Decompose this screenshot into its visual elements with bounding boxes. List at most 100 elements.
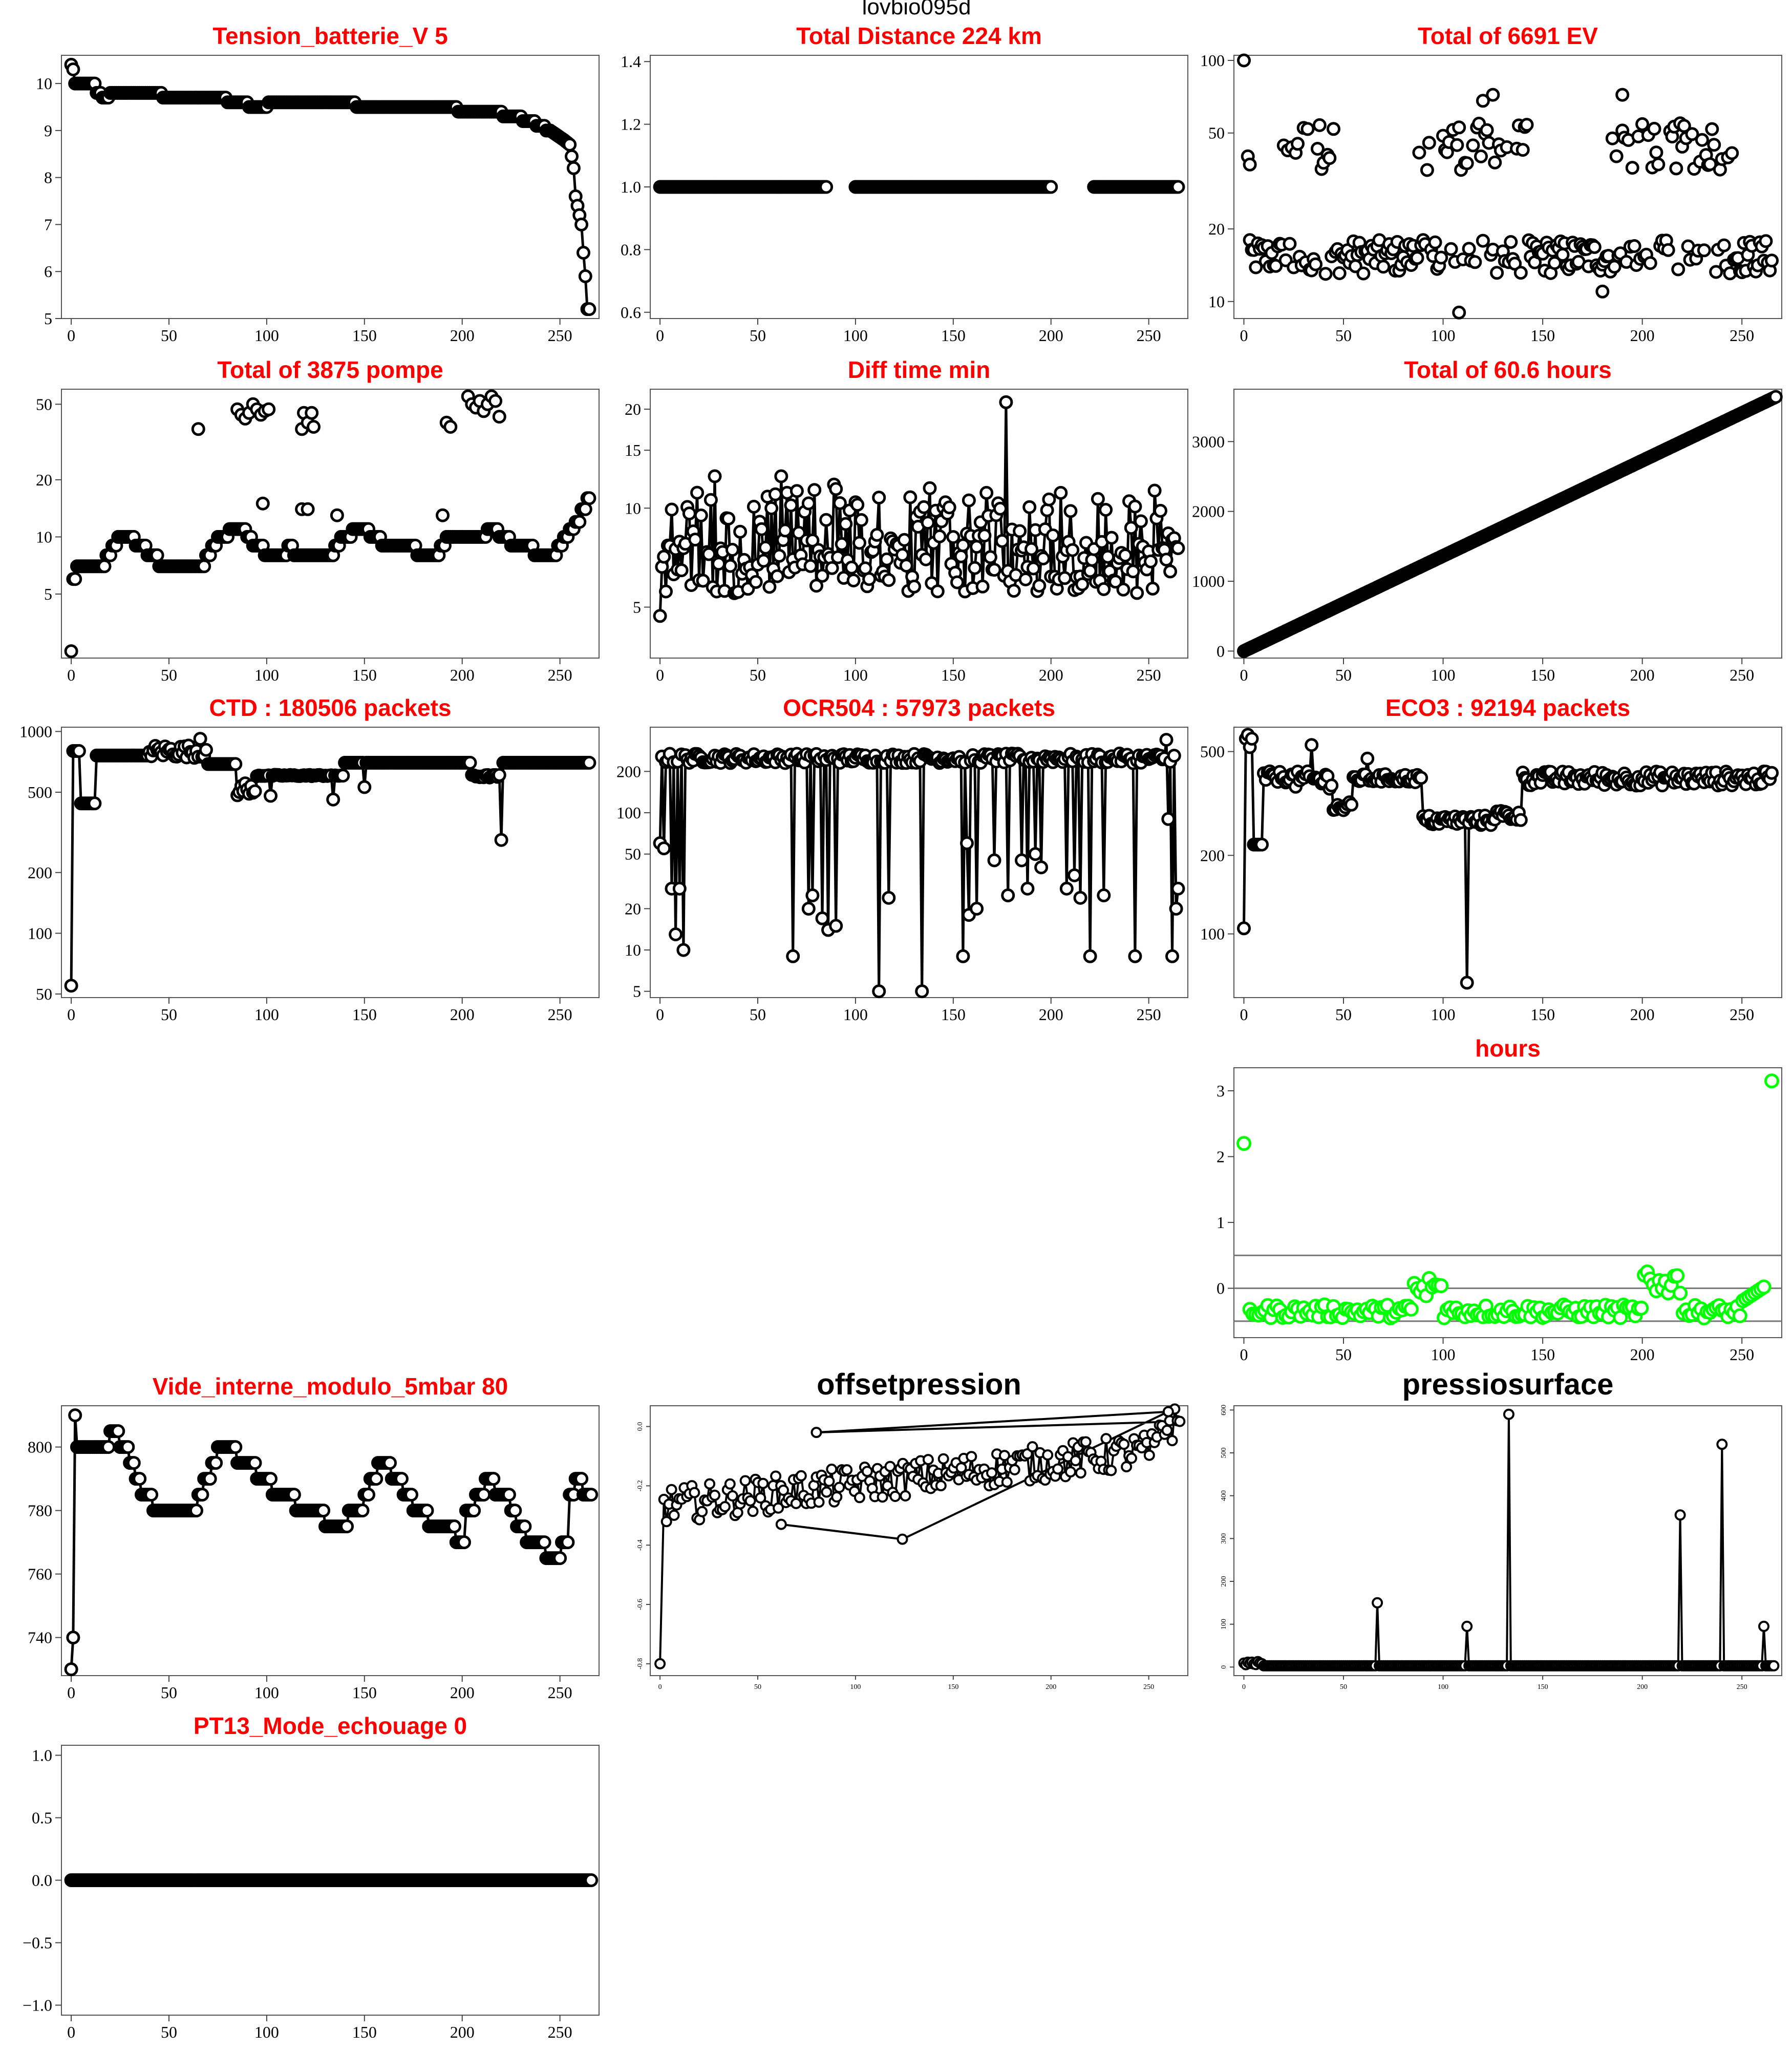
data-point [657, 841, 671, 856]
data-point [829, 919, 843, 933]
x-tick-label: 50 [161, 1683, 177, 1702]
data-point [1322, 151, 1337, 165]
y-tick-label: 10 [1208, 292, 1225, 311]
data-point [733, 524, 748, 539]
y-tick-label: 10 [36, 74, 52, 93]
data-point [121, 1440, 135, 1454]
data-point [1490, 266, 1504, 280]
data-point [330, 508, 344, 522]
y-tick-label: 0.0 [32, 1871, 52, 1890]
data-point [956, 949, 970, 963]
data-point [457, 1535, 471, 1550]
data-point [772, 548, 786, 563]
chart-title: Total of 6691 EV [1418, 23, 1598, 49]
data-point [1673, 1285, 1688, 1301]
data-point [807, 483, 822, 497]
data-point [749, 575, 763, 589]
data-point [823, 1475, 835, 1487]
data-point [1372, 1597, 1383, 1609]
chart-difftime: Diff time min 0 50 100 150 200 250 5 10 15 20 [625, 356, 1188, 684]
y-tick-label: 600 [1220, 1405, 1228, 1415]
data-point [850, 498, 865, 512]
data-point [394, 1472, 409, 1486]
x-tick-label: 50 [161, 666, 177, 684]
data-point [723, 559, 737, 573]
x-tick-label: 50 [750, 1005, 766, 1024]
data-point [248, 1456, 262, 1470]
chart-title: Total of 60.6 hours [1404, 356, 1612, 383]
data-point [1732, 1308, 1747, 1323]
data-point [1627, 239, 1641, 253]
x-tick-label: 200 [450, 666, 475, 684]
data-point [815, 911, 829, 925]
data-point [326, 792, 340, 807]
data-point [1476, 234, 1490, 248]
x-tick-label: 250 [548, 326, 572, 345]
x-tick-label: 50 [1340, 1683, 1347, 1691]
x-tick-label: 200 [1630, 666, 1655, 684]
y-tick-label: 740 [28, 1629, 52, 1647]
data-point [1466, 138, 1480, 153]
data-point [1669, 161, 1683, 176]
plot-frame [1233, 1067, 1782, 1338]
y-tick-label: 1.4 [621, 52, 641, 71]
data-point [264, 1472, 278, 1486]
data-point [1009, 1464, 1020, 1475]
x-tick-label: 100 [1431, 1345, 1456, 1364]
data-point [1064, 1466, 1076, 1478]
data-point [1647, 121, 1661, 136]
x-tick-label: 200 [450, 1005, 475, 1024]
data-point [770, 1470, 782, 1482]
data-point [1036, 552, 1050, 565]
data-point [1040, 503, 1054, 517]
data-point [1474, 149, 1488, 163]
data-point [1130, 586, 1144, 600]
data-point [189, 1504, 203, 1518]
x-tick-label: 200 [1630, 326, 1655, 345]
data-point [1159, 553, 1174, 567]
data-point [829, 482, 843, 496]
data-point [1327, 122, 1340, 136]
data-point [1410, 251, 1424, 265]
data-point [1759, 234, 1773, 248]
data-point [704, 1478, 716, 1490]
data-point [584, 1873, 599, 1887]
data-point [923, 481, 937, 495]
data-point [1516, 143, 1530, 157]
chart-tension: Tension_batterie_V 5 0 50 100 150 200 250 5 6 7 8 9… [36, 23, 600, 345]
x-tick-label: 250 [548, 666, 572, 684]
plot-frame [650, 389, 1188, 659]
data-point [1703, 157, 1717, 172]
data-point [821, 1486, 833, 1498]
data-point [492, 410, 506, 424]
data-point [467, 1504, 481, 1518]
plot-frame [61, 1405, 600, 1676]
data-point [1503, 1408, 1514, 1420]
x-tick-label: 50 [1335, 1005, 1352, 1024]
data-point [1097, 888, 1111, 902]
data-point [1513, 813, 1528, 827]
chart-ev: Total of 6691 EV 0 50 100 150 200 250 10 20 50 100 [1200, 23, 1782, 345]
data-point [1412, 145, 1426, 160]
data-point [689, 1487, 700, 1498]
y-tick-label: 500 [1200, 743, 1225, 761]
y-tick-label: 0 [1217, 642, 1225, 660]
data-point [1504, 235, 1518, 249]
data-point [553, 1551, 567, 1566]
data-point [508, 1504, 522, 1518]
x-tick-label: 150 [1530, 1345, 1555, 1364]
data-point [987, 853, 1001, 868]
y-tick-label: 200 [1200, 846, 1225, 864]
x-tick-label: 150 [1530, 326, 1555, 345]
y-tick-label: 5 [44, 585, 52, 603]
data-point [774, 469, 788, 483]
data-point [133, 1472, 147, 1486]
y-tick-label: 500 [1220, 1448, 1228, 1458]
data-point [1444, 242, 1458, 256]
data-point [1685, 127, 1699, 141]
data-point [659, 584, 673, 599]
data-point [584, 1488, 599, 1502]
x-tick-label: 200 [1039, 666, 1063, 684]
